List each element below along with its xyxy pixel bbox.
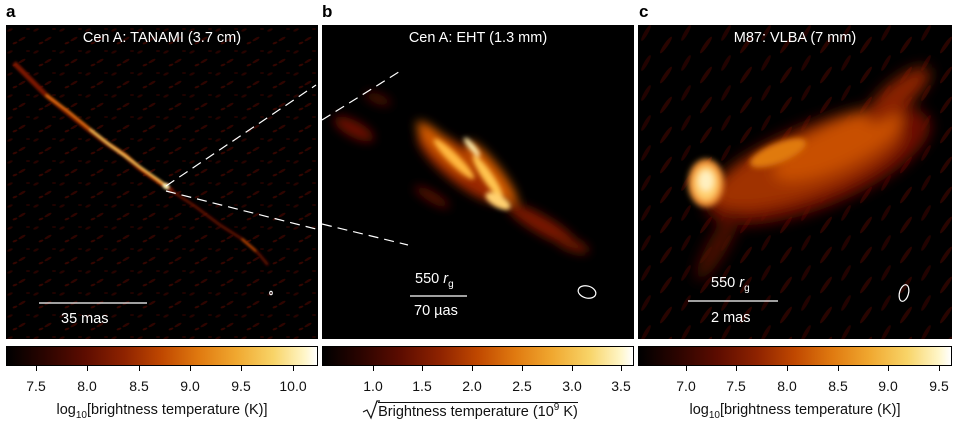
panel-c-image: M87: VLBA (7 mm) 550 rg 2 mas: [638, 25, 952, 339]
tick-label: 9.5: [231, 378, 251, 394]
panel-letter-b: b: [322, 2, 333, 21]
scale-label-a: 35 mas: [61, 311, 109, 327]
tick-label: 3.0: [562, 378, 582, 394]
tick-label: 7.5: [726, 378, 746, 394]
tick-label: 3.5: [611, 378, 631, 394]
panel-letter-c: c: [639, 2, 649, 21]
colorbar-c: [638, 346, 952, 366]
tick-label: 8.0: [777, 378, 797, 394]
panel-letter-a: a: [6, 2, 16, 21]
panel-b-image: Cen A: EHT (1.3 mm) 550 rg 70 µas: [322, 25, 634, 339]
scale-top-label-c: 550 rg: [711, 275, 750, 294]
tick-label: 8.5: [828, 378, 848, 394]
tick-label: 9.5: [929, 378, 949, 394]
tick-label: 10.0: [279, 378, 307, 394]
colorbar-tick-labels: 7.5 8.0 8.5 9.0 9.5 10.0 1.0 1.5 2.0 2.5…: [0, 378, 964, 396]
tick-label: 7.0: [676, 378, 696, 394]
colorbar-ticks: [0, 366, 964, 372]
scale-label-c: 2 mas: [711, 310, 751, 326]
tick-label: 1.5: [412, 378, 432, 394]
tick-label: 2.5: [512, 378, 532, 394]
colorbar-b-label: Brightness temperature (109 K): [322, 400, 634, 420]
panel-b-title: Cen A: EHT (1.3 mm): [408, 30, 548, 46]
tick-label: 8.5: [129, 378, 149, 394]
scale-top-label-b: 550 rg: [415, 271, 454, 290]
tick-label: 8.0: [77, 378, 97, 394]
panel-a-image: Cen A: TANAMI (3.7 cm) 35 mas: [6, 25, 318, 339]
tick-label: 2.0: [462, 378, 482, 394]
colorbar-c-label: log10[brightness temperature (K)]: [689, 402, 901, 421]
colorbar-b: [322, 346, 634, 366]
tick-label: 7.5: [26, 378, 46, 394]
jet-c: [696, 67, 931, 280]
colorbar-a: [6, 346, 318, 366]
tick-label: 1.0: [363, 378, 383, 394]
panel-c-title: M87: VLBA (7 mm): [733, 30, 857, 46]
sqrt-icon: [362, 400, 381, 420]
panel-a-title: Cen A: TANAMI (3.7 cm): [82, 30, 242, 46]
tick-label: 9.0: [878, 378, 898, 394]
scale-label-b: 70 µas: [414, 303, 458, 319]
tick-label: 9.0: [180, 378, 200, 394]
colorbar-a-label: log10[brightness temperature (K)]: [56, 402, 268, 421]
jet-a: [12, 61, 270, 266]
